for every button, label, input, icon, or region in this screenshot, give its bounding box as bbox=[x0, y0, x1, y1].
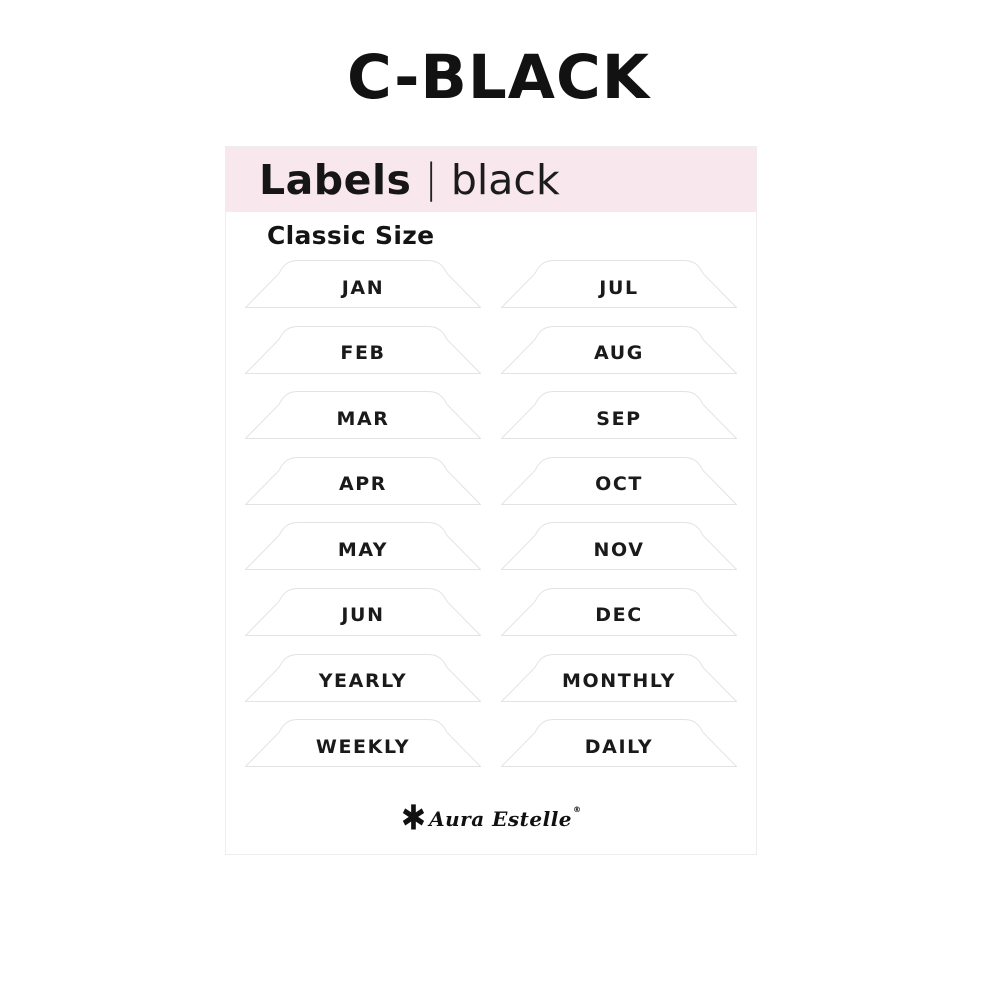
tab-label-text: APR bbox=[338, 473, 388, 496]
brand-name: Aura Estelle bbox=[429, 807, 573, 831]
tab-oct: OCT bbox=[501, 456, 737, 505]
card-header: Labels | black bbox=[226, 147, 756, 212]
tab-feb: FEB bbox=[245, 325, 481, 374]
tab-label-text: OCT bbox=[595, 473, 643, 496]
asterisk-icon: ✱ bbox=[400, 798, 427, 839]
tab-jun: JUN bbox=[245, 587, 481, 636]
page-title: C-BLACK bbox=[346, 42, 651, 113]
tab-label-text: YEARLY bbox=[318, 670, 408, 693]
tab-label-text: JUN bbox=[341, 604, 385, 627]
tab-label-text: MONTHLY bbox=[562, 670, 676, 693]
tab-jul: JUL bbox=[501, 260, 737, 308]
card-subtitle: Classic Size bbox=[267, 221, 435, 250]
registered-mark-icon: ® bbox=[573, 805, 582, 814]
tab-shape bbox=[245, 260, 481, 308]
tab-shape bbox=[501, 587, 737, 636]
tab-nov: NOV bbox=[501, 522, 737, 571]
tab-monthly: MONTHLY bbox=[501, 653, 737, 702]
tab-label-text: MAY bbox=[337, 538, 389, 561]
tab-shape bbox=[501, 719, 737, 768]
tab-shape bbox=[245, 653, 481, 702]
tab-shape bbox=[245, 719, 481, 768]
card-header-title: Labels bbox=[259, 155, 412, 204]
tab-grid: JAN FEB MAR APR MAY JUN YEARLY WEEKLY bbox=[245, 260, 737, 768]
tab-shape bbox=[501, 456, 737, 505]
tab-label-text: JUL bbox=[599, 276, 639, 299]
tab-apr: APR bbox=[245, 456, 481, 505]
tab-shape bbox=[501, 260, 737, 308]
tab-shape bbox=[245, 456, 481, 505]
card-header-variant: black bbox=[450, 155, 560, 204]
tab-sep: SEP bbox=[501, 391, 737, 440]
tab-label-text: DEC bbox=[595, 604, 643, 627]
tab-aug: AUG bbox=[501, 325, 737, 374]
tab-shape bbox=[245, 587, 481, 636]
tab-label-text: DAILY bbox=[584, 735, 654, 758]
card-header-separator: | bbox=[424, 155, 438, 202]
tab-label-text: JAN bbox=[341, 276, 385, 299]
tab-dec: DEC bbox=[501, 587, 737, 636]
tab-yearly: YEARLY bbox=[245, 653, 481, 702]
tab-shape bbox=[245, 325, 481, 374]
tab-daily: DAILY bbox=[501, 719, 737, 768]
tab-label-text: MAR bbox=[336, 407, 390, 430]
tab-shape bbox=[245, 522, 481, 571]
tab-shape bbox=[501, 653, 737, 702]
tab-jan: JAN bbox=[245, 260, 481, 308]
tab-shape bbox=[245, 391, 481, 440]
tab-label-text: NOV bbox=[593, 538, 645, 561]
tab-shape bbox=[501, 522, 737, 571]
tab-shape bbox=[501, 325, 737, 374]
tab-may: MAY bbox=[245, 522, 481, 571]
tab-label-text: WEEKLY bbox=[315, 735, 411, 758]
tab-mar: MAR bbox=[245, 391, 481, 440]
tab-label-text: AUG bbox=[594, 342, 644, 365]
tab-shape bbox=[501, 391, 737, 440]
brand-logo: ✱ Aura Estelle ® bbox=[226, 798, 756, 839]
tab-weekly: WEEKLY bbox=[245, 719, 481, 768]
tab-label-text: FEB bbox=[340, 342, 386, 365]
label-sheet-card: Labels | black Classic Size JAN FEB MAR … bbox=[225, 146, 757, 855]
tab-label-text: SEP bbox=[596, 407, 642, 430]
